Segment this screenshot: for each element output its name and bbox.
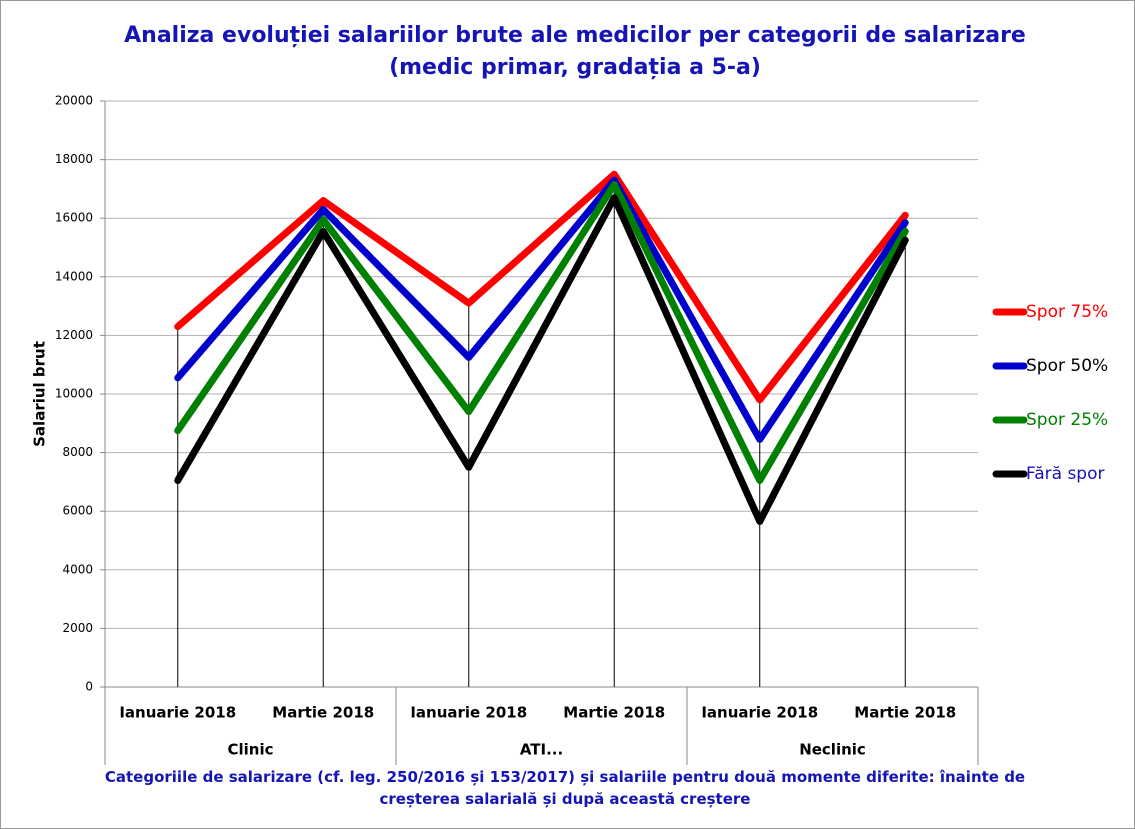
chart-title: Analiza evoluției salariilor brute ale m… <box>124 23 1026 80</box>
group-label: ATI... <box>520 741 563 759</box>
legend-label: Fără spor <box>1026 464 1104 484</box>
x-tick-label: Martie 2018 <box>854 704 956 722</box>
series-line <box>174 176 909 443</box>
y-tick-label: 18000 <box>55 152 93 166</box>
y-tick-label: 16000 <box>55 211 93 225</box>
group-label: Clinic <box>227 741 273 759</box>
y-tick-label: 6000 <box>62 504 93 518</box>
y-tick-label: 0 <box>85 680 93 694</box>
legend-label: Spor 25% <box>1026 410 1108 430</box>
y-tick-label: 14000 <box>55 269 93 283</box>
y-tick-label: 4000 <box>62 562 93 576</box>
y-tick-label: 2000 <box>62 621 93 635</box>
y-tick-label: 12000 <box>55 328 93 342</box>
y-tick-label: 8000 <box>62 445 93 459</box>
series-line <box>174 194 909 525</box>
y-axis-title: Salariul brut <box>31 341 49 447</box>
y-tick-label: 20000 <box>55 94 93 108</box>
x-tick-label: Ianuarie 2018 <box>701 704 818 722</box>
legend-label: Spor 50% <box>1026 356 1108 376</box>
y-tick-label: 10000 <box>55 387 93 401</box>
series-line <box>174 181 909 484</box>
legend-label: Spor 75% <box>1026 302 1108 322</box>
x-tick-label: Martie 2018 <box>563 704 665 722</box>
x-tick-label: Ianuarie 2018 <box>410 704 527 722</box>
x-tick-label: Ianuarie 2018 <box>119 704 236 722</box>
x-axis-title: Categoriile de salarizare (cf. leg. 250/… <box>104 768 1026 808</box>
group-label: Neclinic <box>799 741 866 759</box>
x-tick-label: Martie 2018 <box>272 704 374 722</box>
series-line <box>174 170 909 404</box>
